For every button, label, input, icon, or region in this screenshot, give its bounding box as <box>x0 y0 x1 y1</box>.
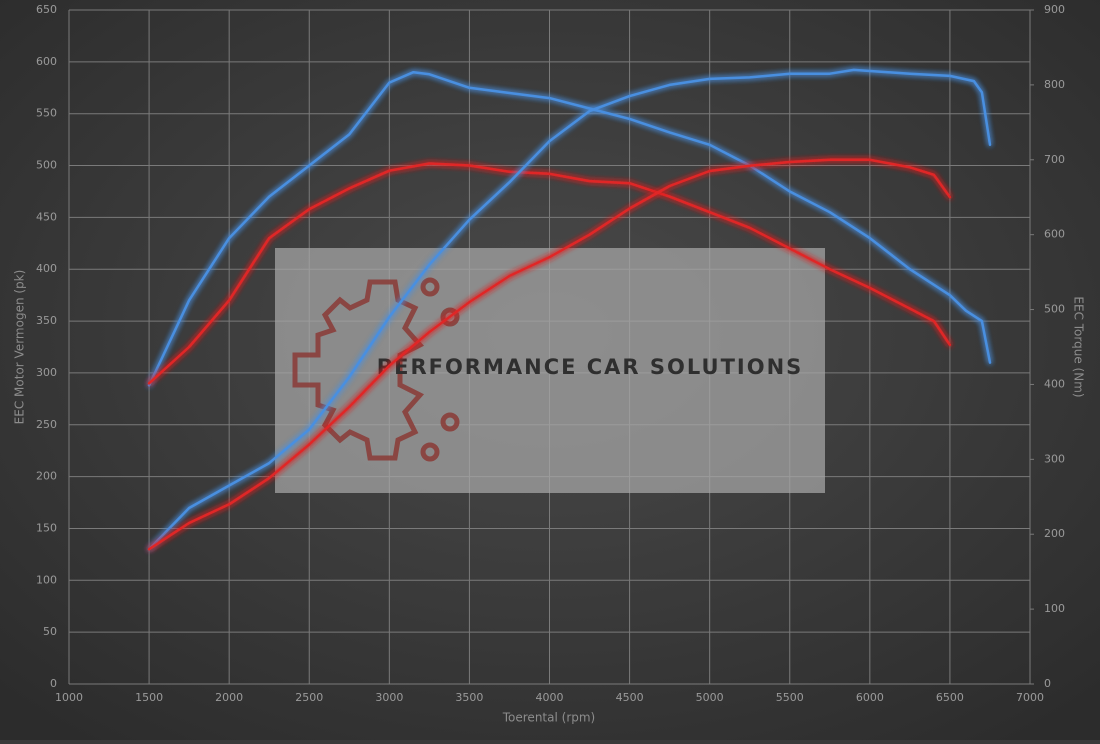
y2-tick-label: 400 <box>1044 377 1065 390</box>
y2-tick-label: 0 <box>1044 677 1051 690</box>
x-axis-title: Toerental (rpm) <box>502 711 595 725</box>
y2-tick-label: 500 <box>1044 303 1065 316</box>
x-tick-label: 7000 <box>1016 691 1044 704</box>
y2-tick-label: 300 <box>1044 452 1065 465</box>
series-line <box>147 158 952 551</box>
y2-tick-label: 100 <box>1044 602 1065 615</box>
series-line <box>147 68 992 551</box>
y-tick-label: 100 <box>36 573 57 586</box>
x-tick-label: 6000 <box>856 691 884 704</box>
y2-tick-label: 700 <box>1044 153 1065 166</box>
x-tick-label: 3500 <box>455 691 483 704</box>
y2-axis-title: EEC Torque (Nm) <box>1072 296 1086 397</box>
y2-tick-label: 200 <box>1044 527 1065 540</box>
x-tick-label: 6500 <box>936 691 964 704</box>
watermark-text: PERFORMANCE CAR SOLUTIONS <box>377 355 804 379</box>
y-tick-label: 600 <box>36 55 57 68</box>
y2-tick-label: 800 <box>1044 78 1065 91</box>
y-tick-label: 500 <box>36 159 57 172</box>
y2-tick-label: 600 <box>1044 228 1065 241</box>
x-tick-label: 1000 <box>55 691 83 704</box>
series-line <box>147 70 992 387</box>
y-tick-label: 300 <box>36 366 57 379</box>
y2-tick-label: 900 <box>1044 3 1065 16</box>
x-tick-label: 2000 <box>215 691 243 704</box>
x-tick-label: 3000 <box>375 691 403 704</box>
series-line <box>147 162 952 385</box>
y-tick-label: 0 <box>50 677 57 690</box>
y-tick-label: 150 <box>36 521 57 534</box>
x-tick-label: 2500 <box>295 691 323 704</box>
y-tick-label: 450 <box>36 210 57 223</box>
y-tick-label: 200 <box>36 470 57 483</box>
x-tick-label: 1500 <box>135 691 163 704</box>
x-tick-label: 5000 <box>696 691 724 704</box>
y-axis-title: EEC Motor Vermogen (pk) <box>13 270 27 425</box>
x-tick-label: 4000 <box>536 691 564 704</box>
x-tick-label: 4500 <box>616 691 644 704</box>
x-tick-label: 5500 <box>776 691 804 704</box>
y-tick-label: 400 <box>36 262 57 275</box>
y-tick-label: 650 <box>36 3 57 16</box>
y-tick-label: 350 <box>36 314 57 327</box>
y-tick-label: 50 <box>43 625 57 638</box>
y-tick-label: 250 <box>36 418 57 431</box>
logo <box>292 277 460 462</box>
y-tick-label: 550 <box>36 107 57 120</box>
